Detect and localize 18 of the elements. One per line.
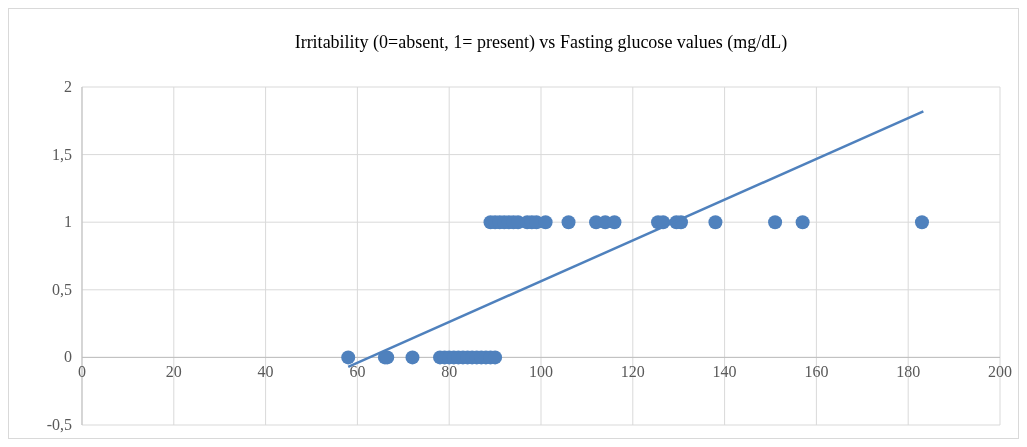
y-tick-label: 2	[64, 78, 72, 95]
x-tick-label: 120	[620, 363, 645, 381]
x-tick-label: 140	[712, 363, 737, 381]
x-tick-label: 0	[78, 363, 86, 381]
y-tick-label: 1	[64, 213, 72, 231]
x-tick-label: 60	[349, 363, 366, 381]
y-tick-label: -0,5	[46, 416, 72, 433]
x-tick-label: 40	[257, 363, 274, 381]
x-tick-label: 100	[529, 363, 553, 381]
chart-title: Irritability (0=absent, 1= present) vs Fasting glucose values (mg/dL)	[294, 32, 788, 53]
x-tick-label: 180	[896, 363, 921, 381]
x-tick-label: 20	[165, 363, 182, 381]
x-tick-label: 160	[804, 363, 829, 381]
x-tick-label: 80	[441, 363, 458, 381]
y-tick-label: 0,5	[52, 280, 72, 298]
y-tick-label: 1,5	[52, 145, 72, 163]
x-tick-label: 200	[988, 363, 1012, 381]
y-tick-label: 0	[64, 348, 72, 366]
